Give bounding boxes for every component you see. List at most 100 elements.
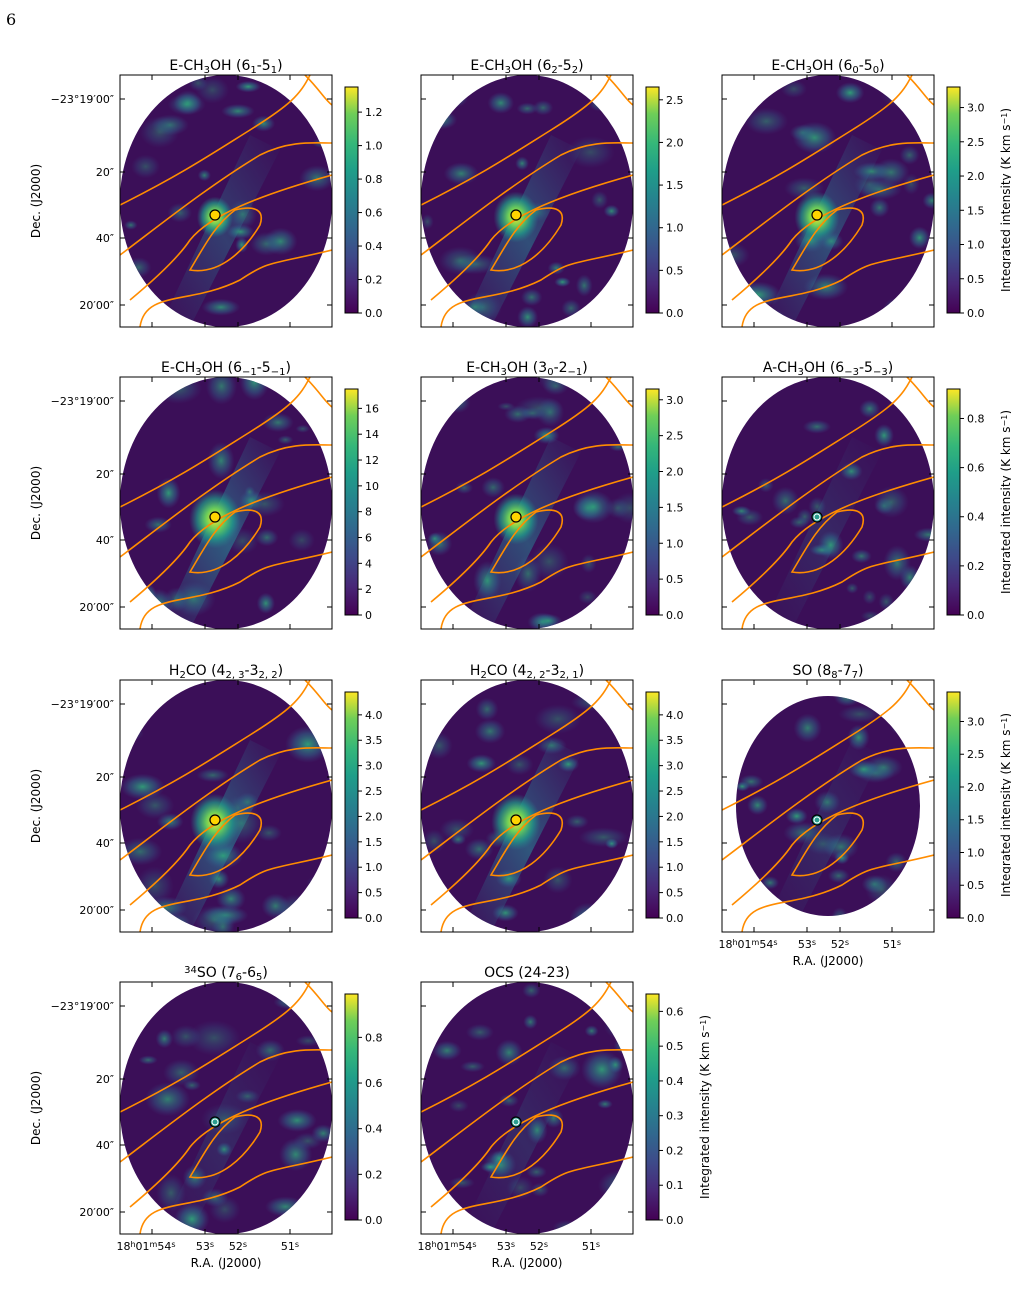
dec-tick-label: 40″ xyxy=(96,232,114,245)
panel-title: E-CH3OH (30-2−1) xyxy=(466,360,588,378)
colorbar-tick-label: 2.5 xyxy=(666,430,684,443)
colorbar-tick-label: 0.6 xyxy=(666,1005,684,1018)
dec-axis-label: Dec. (J2000) xyxy=(29,466,43,540)
colorbar-tick-label: 6 xyxy=(365,532,372,545)
colorbar-tick-label: 0.5 xyxy=(666,573,684,586)
ra-tick-label: 53s xyxy=(798,938,816,951)
axes-frame xyxy=(119,74,333,328)
panel-p3: E-CH3OH (60-50) 0.0 0.5 1.0 1.5 2.0 2.5 3.0 Inte… xyxy=(721,58,1011,328)
panel-p5: E-CH3OH (30-2−1) 0.0 0.5 1.0 1.5 2.0 2.5 3.0 xyxy=(420,360,684,630)
colorbar-tick-label: 0.6 xyxy=(365,207,383,220)
dec-axis-label: Dec. (J2000) xyxy=(29,164,43,238)
intensity-map xyxy=(722,377,934,629)
intensity-map xyxy=(421,680,633,932)
colorbar-tick-label: 0.2 xyxy=(365,274,383,287)
colorbar-tick-label: 2.5 xyxy=(967,748,985,761)
panel-p10: 34SO (76-65) −23°19′00″ 20″ 40″ 20′00″ 18h01m… xyxy=(29,965,383,1270)
colorbar-tick-label: 0.0 xyxy=(666,609,684,622)
panel-title: E-CH3OH (60-50) xyxy=(771,58,884,76)
colorbar-tick-label: 16 xyxy=(365,402,379,415)
colorbar-tick-label: 14 xyxy=(365,428,379,441)
colorbar-tick-label: 8 xyxy=(365,506,372,519)
axes-frame xyxy=(420,679,634,933)
colorbar-tick-label: 3.0 xyxy=(666,394,684,407)
colorbar-tick-label: 3.0 xyxy=(967,102,985,115)
dec-tick-label: 20′00″ xyxy=(79,601,114,614)
colorbar-tick-label: 1.0 xyxy=(666,537,684,550)
source-marker xyxy=(811,814,823,826)
intensity-map xyxy=(421,377,633,629)
panel-title: E-CH3OH (6−1-5−1) xyxy=(161,360,291,378)
colorbar-tick-label: 0.0 xyxy=(666,307,684,320)
colorbar-tick-label: 0.3 xyxy=(666,1110,684,1123)
colorbar-tick-label: 1.0 xyxy=(365,140,383,153)
intensity-map xyxy=(120,982,332,1234)
colorbar-tick-label: 10 xyxy=(365,480,379,493)
colorbar-tick-label: 1.0 xyxy=(967,239,985,252)
colorbar-tick-label: 0.0 xyxy=(967,307,985,320)
dec-tick-label: 20″ xyxy=(96,771,114,784)
colorbar xyxy=(645,691,660,919)
colorbar-tick-label: 0.0 xyxy=(666,912,684,925)
colorbar-tick-label: 0.0 xyxy=(365,307,383,320)
colorbar-tick-label: 1.5 xyxy=(967,204,985,217)
dec-tick-label: −23°19′00″ xyxy=(51,93,114,106)
colorbar-tick-label: 1.0 xyxy=(967,846,985,859)
source-marker xyxy=(510,209,522,221)
dec-tick-label: 20′00″ xyxy=(79,299,114,312)
colorbar-tick-label: 1.5 xyxy=(666,179,684,192)
intensity-map xyxy=(120,377,332,629)
ra-tick-label: 51s xyxy=(281,1240,299,1253)
colorbar-tick-label: 2.0 xyxy=(365,810,383,823)
page-number: 6 xyxy=(6,10,17,29)
dec-axis-label: Dec. (J2000) xyxy=(29,1071,43,1145)
colorbar-tick-label: 3.5 xyxy=(666,734,684,747)
colorbar xyxy=(645,388,660,616)
colorbar xyxy=(645,86,660,314)
ra-tick-label: 18h01m54s xyxy=(116,1240,175,1253)
panel-title: OCS (24-23) xyxy=(484,965,570,981)
colorbar-tick-label: 4 xyxy=(365,557,372,570)
ra-tick-label: 53s xyxy=(497,1240,515,1253)
colorbar-tick-label: 0.4 xyxy=(967,511,985,524)
axes-frame xyxy=(721,74,935,328)
colorbar-tick-label: 0.5 xyxy=(666,887,684,900)
colorbar xyxy=(344,86,359,314)
contours xyxy=(722,75,934,327)
colorbar-tick-label: 3.0 xyxy=(666,760,684,773)
colorbar xyxy=(344,993,359,1221)
dec-tick-label: 40″ xyxy=(96,534,114,547)
axes-frame xyxy=(119,981,333,1235)
colorbar-tick-label: 1.0 xyxy=(666,222,684,235)
panel-p2: E-CH3OH (62-52) 0.0 0.5 1.0 1.5 2.0 2.5 xyxy=(420,58,684,328)
ra-axis-label: R.A. (J2000) xyxy=(191,1256,262,1270)
ra-tick-label: 52s xyxy=(831,938,849,951)
source-marker xyxy=(209,814,221,826)
colorbar-tick-label: 1.5 xyxy=(967,814,985,827)
colorbar-tick-label: 0.5 xyxy=(967,879,985,892)
colorbar-tick-label: 0.0 xyxy=(666,1214,684,1227)
colorbar-tick-label: 2.5 xyxy=(365,785,383,798)
colorbar-tick-label: 2.0 xyxy=(967,781,985,794)
ra-tick-label: 52s xyxy=(229,1240,247,1253)
colorbar xyxy=(946,86,961,314)
panel-title: H2CO (42, 3-32, 2) xyxy=(169,663,283,681)
source-marker xyxy=(811,511,823,523)
panel-title: SO (88-77) xyxy=(793,663,864,681)
panel-title: 34SO (76-65) xyxy=(184,965,268,983)
colorbar-tick-label: 0.0 xyxy=(967,912,985,925)
source-marker xyxy=(510,1116,522,1128)
colorbar-tick-label: 0.6 xyxy=(967,462,985,475)
colorbar-tick-label: 12 xyxy=(365,454,379,467)
ra-tick-label: 53s xyxy=(196,1240,214,1253)
axes-frame xyxy=(119,679,333,933)
panel-title: E-CH3OH (62-52) xyxy=(470,58,583,76)
panel-p11: OCS (24-23) 18h01m54s 53s 52s 51s R.A. (J2000… xyxy=(417,965,712,1270)
colorbar-tick-label: 2 xyxy=(365,583,372,596)
colorbar-tick-label: 3.0 xyxy=(967,715,985,728)
dec-tick-label: −23°19′00″ xyxy=(51,1000,114,1013)
contours xyxy=(421,377,633,629)
intensity-map xyxy=(421,982,633,1234)
source-marker xyxy=(209,209,221,221)
